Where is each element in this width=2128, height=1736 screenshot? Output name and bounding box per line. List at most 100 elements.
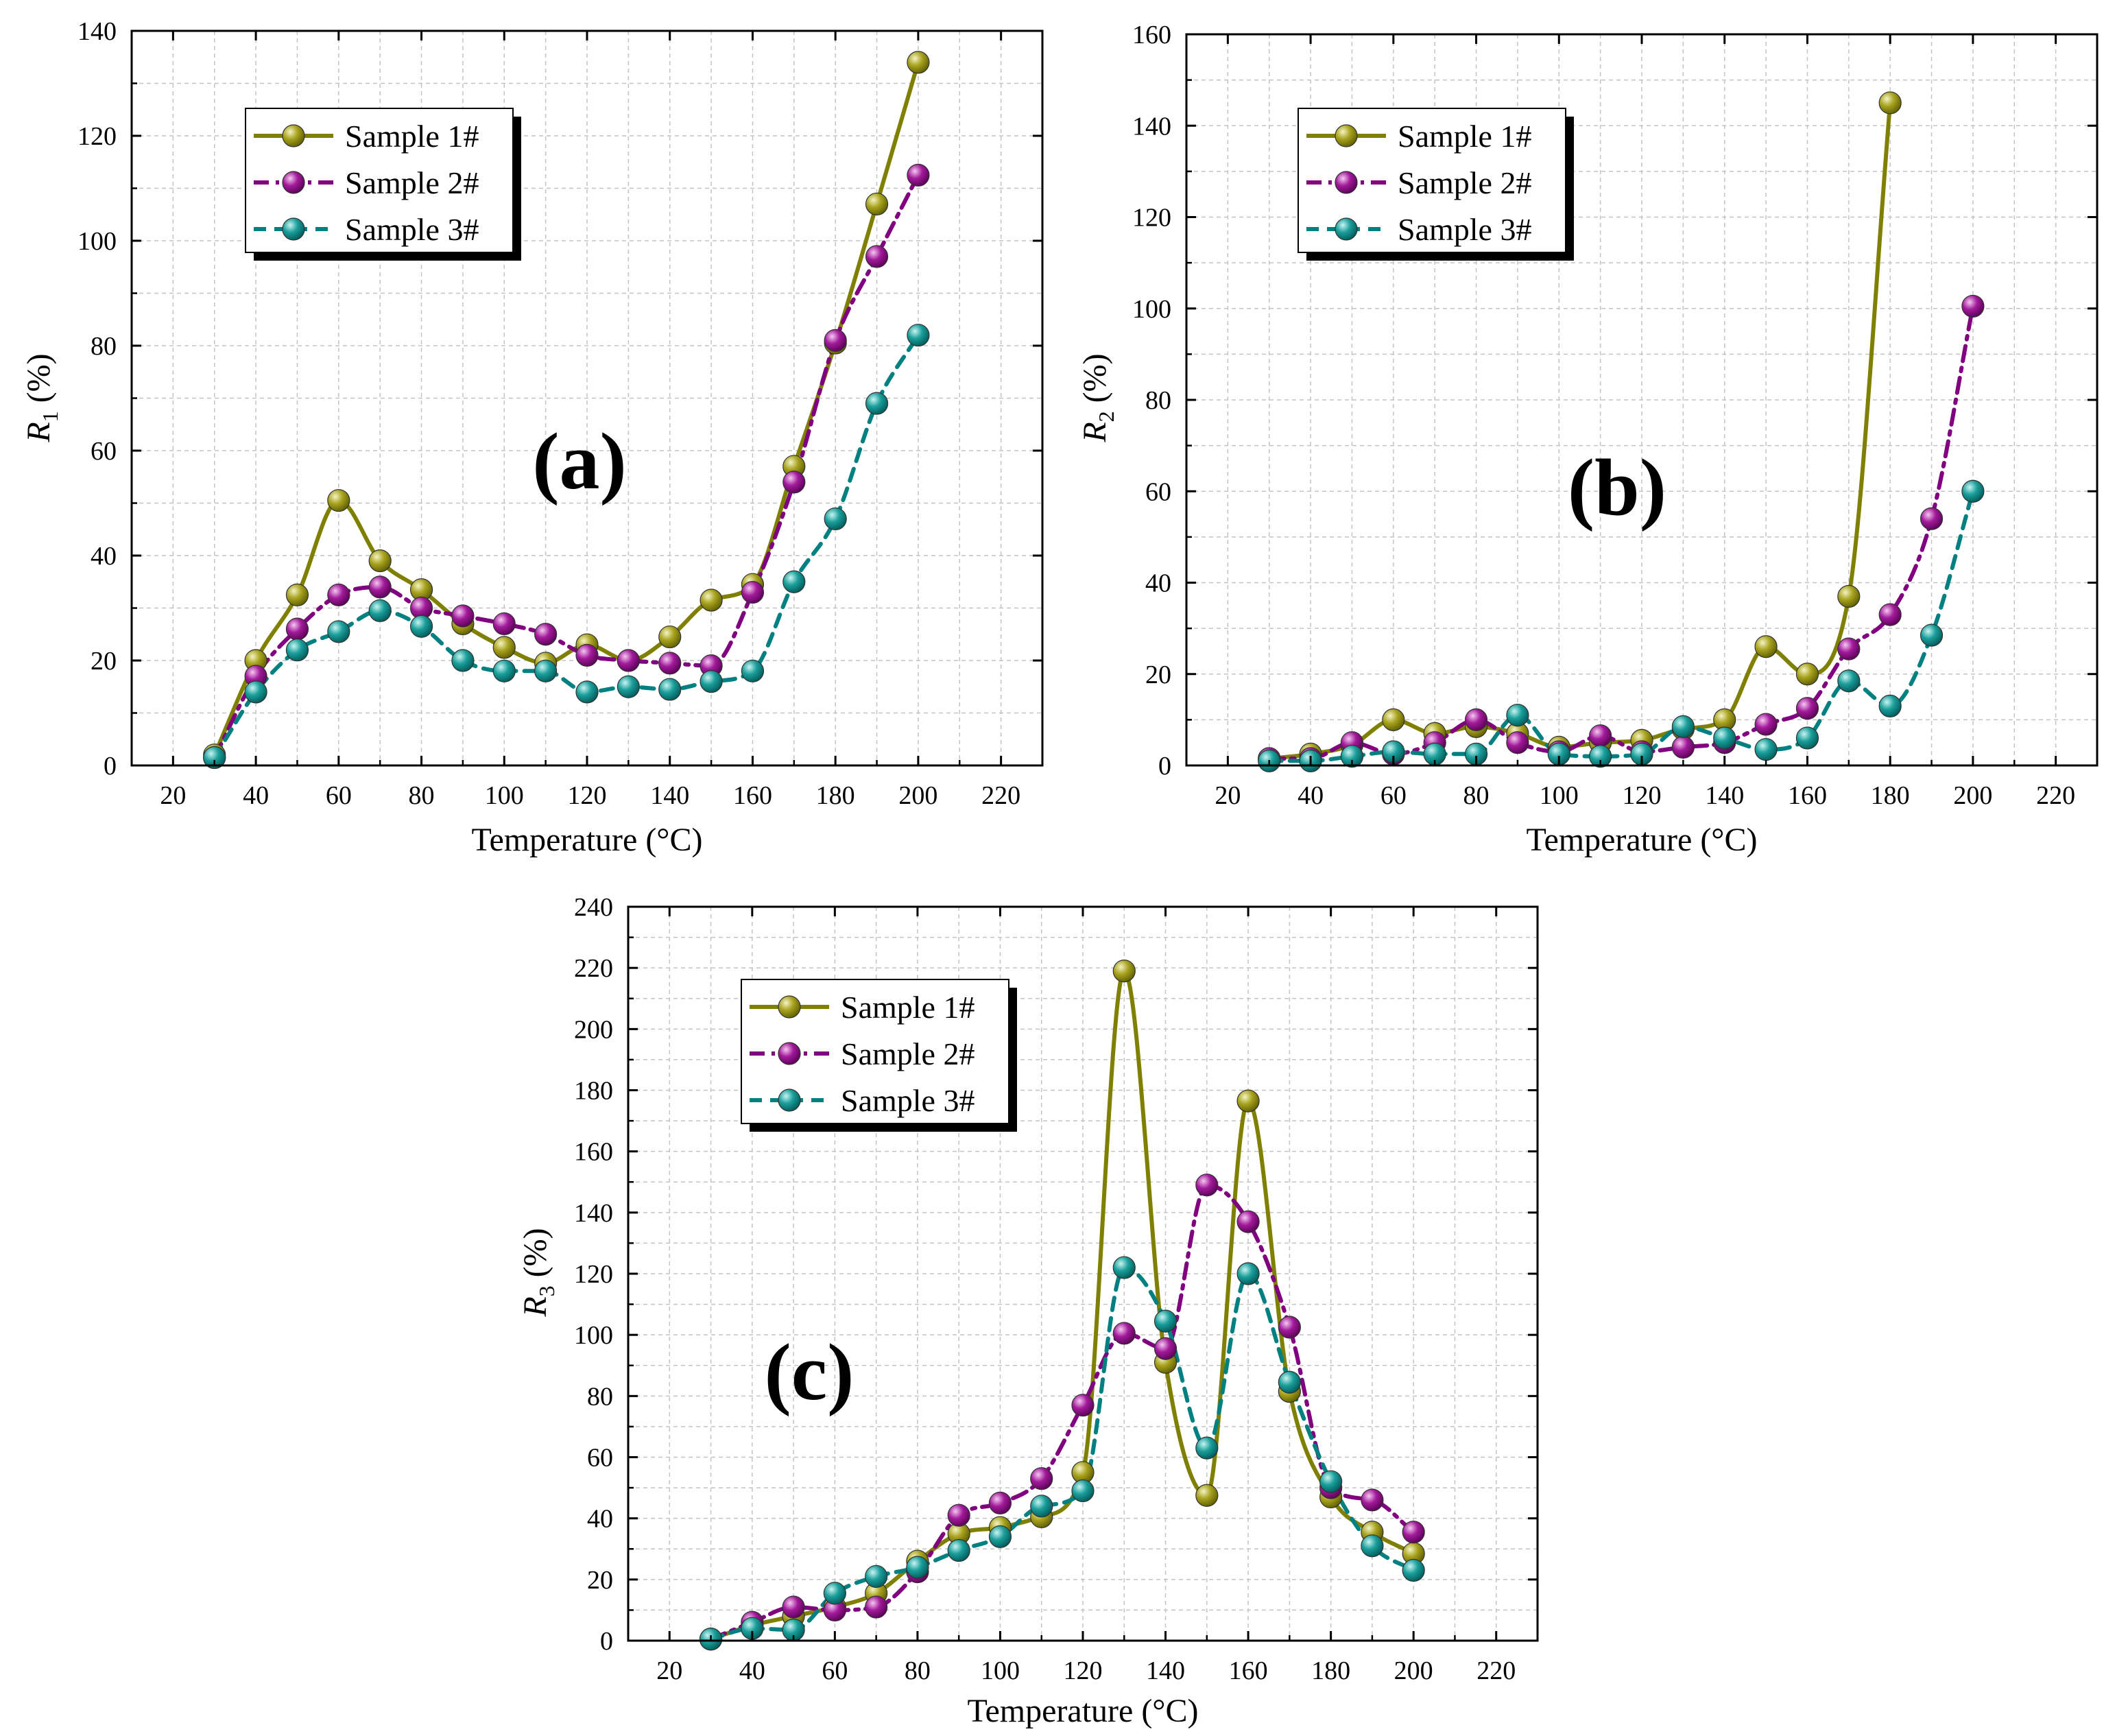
x-tick-label: 220 [981,781,1020,810]
data-point-sample3 [1112,1256,1136,1279]
x-tick-label: 100 [485,781,524,810]
x-tick-label: 80 [905,1656,931,1685]
y-tick-label: 20 [587,1566,613,1595]
data-point-sample3 [244,680,267,704]
legend-label-sample3: Sample 3# [345,212,479,247]
y-tick-label: 0 [104,752,117,781]
data-point-sample2 [782,471,806,494]
data-point-sample2 [658,652,682,675]
x-tick-label: 120 [568,781,607,810]
data-point-sample3 [1340,745,1364,768]
x-tick-label: 40 [1298,781,1324,810]
panel-label-a: (a) [532,416,627,506]
data-point-sample2 [575,643,599,667]
legend: Sample 1# Sample 2# Sample 3# [741,979,1017,1132]
x-tick-label: 160 [1229,1656,1268,1685]
legend-label-sample2: Sample 2# [841,1036,975,1071]
data-point-sample1 [1112,960,1136,983]
panel-a: 20 40 60 80 100 120 140 160 180 200 220 0 20 40 60 80 10… [21,17,1044,858]
legend-label-sample1: Sample 1# [841,990,975,1025]
legend: Sample 1# Sample 2# Sample 3# [1298,108,1574,261]
x-tick-label: 80 [1463,781,1490,810]
series-line-sample2 [708,1182,1416,1641]
y-tick-label: 120 [1132,204,1171,233]
panel-label-c: (c) [765,1327,854,1417]
data-point-sample3 [575,680,599,704]
data-point-sample3 [782,570,806,593]
legend-label-sample2: Sample 2# [1398,165,1531,200]
data-point-sample2 [947,1503,970,1527]
axis-ticks: 20 40 60 80 100 120 140 160 180 200 220 0 20 40 60 80 10… [77,17,1042,810]
data-point-sample3 [988,1525,1012,1549]
x-tick-label: 100 [1540,781,1579,810]
y-axis-title: R1 (%) [21,353,62,442]
data-point-sample2 [782,1595,805,1619]
x-tick-label: 160 [1788,781,1827,810]
y-tick-label: 60 [1145,477,1171,506]
data-point-sample1 [492,636,516,659]
legend-label-sample3: Sample 3# [1398,212,1531,247]
x-tick-label: 100 [981,1656,1020,1685]
data-point-sample2 [1795,697,1819,720]
x-tick-label: 160 [733,781,772,810]
data-point-sample3 [947,1538,970,1562]
y-tick-label: 160 [574,1138,613,1167]
data-point-sample3 [368,599,392,622]
data-point-sample2 [1878,603,1902,626]
y-tick-label: 100 [1132,295,1171,324]
data-point-sample3 [1878,694,1902,717]
series-markers [699,960,1425,1651]
data-point-sample1 [1837,584,1861,608]
data-point-sample3 [1589,745,1612,768]
data-point-sample3 [824,507,847,531]
legend-marker-sample1 [778,995,801,1019]
x-tick-label: 120 [1623,781,1662,810]
y-tick-label: 60 [587,1444,613,1473]
y-tick-label: 180 [574,1077,613,1106]
y-tick-label: 0 [600,1627,613,1656]
data-point-sample3 [1713,726,1736,750]
data-point-sample2 [451,604,475,628]
y-axis-title: R3 (%) [517,1228,559,1317]
data-point-sample1 [1236,1089,1260,1113]
legend-marker-sample3 [1335,217,1358,241]
data-point-sample3 [492,659,516,682]
x-tick-label: 120 [1064,1656,1103,1685]
data-point-sample1 [1195,1484,1219,1507]
data-point-sample2 [1153,1337,1177,1360]
y-tick-label: 140 [574,1199,613,1228]
data-point-sample3 [1153,1309,1177,1333]
y-tick-label: 100 [77,227,117,256]
x-tick-label: 180 [1311,1656,1350,1685]
x-axis-title: Temperature (°C) [1526,822,1757,858]
data-point-sample2 [1671,735,1695,759]
data-point-sample3 [1671,715,1695,738]
data-point-sample2 [1278,1316,1301,1339]
data-point-sample2 [988,1491,1012,1514]
y-tick-label: 0 [1158,752,1171,781]
x-tick-label: 40 [739,1656,765,1685]
y-tick-label: 200 [574,1015,613,1044]
x-tick-label: 200 [898,781,937,810]
x-tick-label: 220 [1477,1656,1516,1685]
data-point-sample3 [1837,669,1861,693]
y-tick-label: 140 [77,17,117,46]
legend-marker-sample3 [282,217,305,241]
x-tick-label: 40 [243,781,269,810]
data-point-sample1 [1754,635,1778,658]
x-tick-label: 80 [409,781,435,810]
data-point-sample3 [285,639,309,662]
legend-marker-sample1 [282,124,305,147]
data-point-sample3 [1278,1370,1301,1394]
data-point-sample3 [1195,1436,1219,1460]
axis-ticks: 20 40 60 80 100 120 140 160 180 200 220 0 20 40 60 80 10… [574,893,1538,1685]
data-point-sample3 [1319,1470,1343,1493]
panel-c: 20 40 60 80 100 120 140 160 180 200 220 0 20 40 60 80 10… [517,893,1539,1729]
data-point-sample1 [285,583,309,606]
series-markers [203,51,930,770]
x-tick-label: 20 [1215,781,1241,810]
data-point-sample1 [907,51,930,74]
data-point-sample3 [203,746,226,770]
x-axis-title: Temperature (°C) [967,1693,1198,1729]
